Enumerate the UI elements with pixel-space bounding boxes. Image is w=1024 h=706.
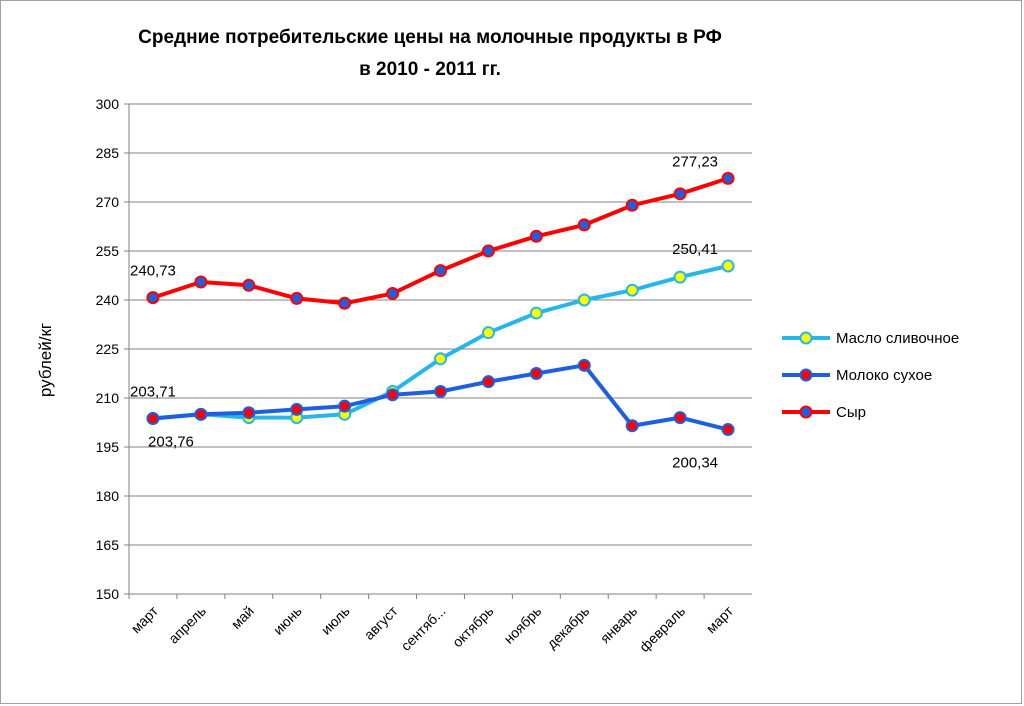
y-axis-label: рублей/кг: [36, 323, 55, 397]
data-point: [290, 291, 304, 305]
y-tick-label: 180: [96, 488, 120, 504]
data-point: [290, 402, 304, 416]
data-point: [338, 399, 352, 413]
y-tick-label: 270: [96, 194, 120, 210]
x-tick-label: апрель: [165, 603, 209, 647]
data-point: [577, 293, 591, 307]
legend-marker: [799, 368, 813, 382]
x-tick-label: ноябрь: [500, 603, 544, 647]
y-tick-labels: 150 165 180 195 210 225 240 255 270 285 300: [96, 96, 120, 602]
y-tick-label: 255: [96, 243, 120, 259]
data-point: [242, 278, 256, 292]
x-tick-label: июль: [318, 603, 353, 638]
data-point: [529, 229, 543, 243]
data-point: [481, 326, 495, 340]
data-label: 250,41: [672, 241, 718, 258]
x-tick-label: декабрь: [543, 603, 592, 652]
data-label: 240,73: [130, 263, 176, 280]
data-point: [146, 412, 160, 426]
x-tick-label: февраль: [636, 603, 688, 655]
x-tick-label: март: [128, 602, 162, 636]
series-layer: [146, 171, 735, 437]
data-label: 200,34: [672, 455, 718, 472]
data-point: [625, 283, 639, 297]
y-tick-label: 240: [96, 292, 120, 308]
legend-label: Сыр: [836, 404, 866, 421]
data-point: [481, 375, 495, 389]
data-point: [577, 358, 591, 372]
legend-item: Масло сливочное: [782, 330, 959, 347]
data-point: [673, 187, 687, 201]
data-point: [673, 270, 687, 284]
data-point: [673, 411, 687, 425]
data-point: [242, 406, 256, 420]
data-point: [529, 306, 543, 320]
data-point: [577, 218, 591, 232]
legend: Масло сливочное Молоко сухое Сыр: [782, 330, 959, 421]
data-point: [434, 264, 447, 278]
y-tick-label: 195: [96, 439, 120, 455]
data-point: [194, 275, 208, 289]
data-point: [481, 244, 495, 258]
x-tick-label: август: [361, 602, 401, 642]
legend-marker: [799, 331, 813, 345]
data-label: 203,76: [148, 433, 194, 450]
data-point: [625, 419, 639, 433]
series-line-2: [152, 176, 729, 306]
x-tick-label: май: [228, 603, 257, 632]
chart-title-line-2: в 2010 - 2011 гг.: [359, 59, 501, 80]
legend-item: Молоко сухое: [782, 367, 932, 384]
data-label: 203,71: [130, 384, 176, 401]
x-tick-label: октябрь: [449, 603, 496, 650]
y-tick-label: 150: [96, 586, 120, 602]
data-point: [721, 423, 735, 437]
x-tick-label: сентяб...: [398, 603, 449, 654]
legend-label: Масло сливочное: [836, 330, 959, 347]
x-tick-label: июнь: [270, 603, 305, 638]
chart-title: Средние потребительские цены на молочные…: [100, 22, 760, 86]
chart-title-line-1: Средние потребительские цены на молочные…: [138, 27, 722, 48]
y-tick-label: 285: [96, 145, 120, 161]
x-tick-label: январь: [597, 603, 640, 646]
data-labels: 240,73 277,23 250,41 203,71 203,76 200,34: [130, 153, 718, 471]
y-tick-label: 225: [96, 341, 120, 357]
y-tick-label: 165: [96, 537, 120, 553]
data-point: [194, 407, 208, 421]
data-point: [386, 286, 400, 300]
legend-label: Молоко сухое: [836, 367, 932, 384]
data-point: [625, 198, 639, 212]
data-point: [721, 171, 735, 185]
legend-marker: [799, 405, 813, 419]
data-label: 277,23: [672, 153, 718, 170]
data-point: [146, 291, 160, 305]
legend-item: Сыр: [782, 404, 866, 421]
data-point: [338, 296, 352, 310]
y-tick-label: 300: [96, 96, 120, 112]
y-tick-label: 210: [96, 390, 120, 406]
data-point: [529, 367, 543, 380]
grid-lines: [124, 103, 752, 599]
x-tick-label: март: [703, 602, 737, 636]
data-point: [721, 259, 735, 273]
data-point: [434, 352, 447, 366]
data-point: [434, 384, 447, 398]
data-point: [386, 388, 400, 402]
